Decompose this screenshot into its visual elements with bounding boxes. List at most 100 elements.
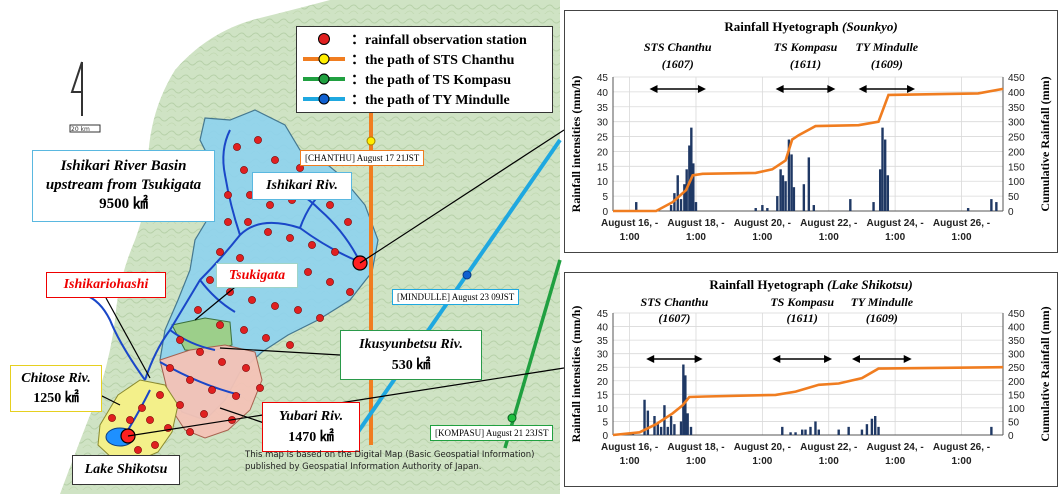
chanthu-path-icon [303,53,345,65]
station-dot [266,201,274,209]
sounkyo-rain-bar [669,205,673,211]
shikotsu-rain-bar [860,429,864,435]
sounkyo-rain-bar [878,169,882,211]
shikotsu-x-tick-label: August 20, - [734,442,791,453]
shikotsu-y2-tick-label: 350 [1008,336,1025,347]
yubari-label: Yubari Riv. 1470 ㎢ [262,402,360,452]
legend-label-kompasu: ：the path of TS Kompasu [351,73,512,88]
ishikari-riv-label: Ishikari Riv. [252,172,352,200]
station-dot [286,234,294,242]
shikotsu-rain-bar [684,375,687,435]
station-dot [166,364,174,372]
station-dot [294,306,302,314]
chitose-label: Chitose Riv. 1250 ㎢ [10,365,102,412]
station-dot [134,446,142,454]
shikotsu-event-arrowhead [772,355,781,363]
shikotsu-y-tick-label: 20 [597,377,609,388]
sounkyo-x-tick-sublabel: 1:00 [885,232,905,243]
mindulle-track-label: [MINDULLE] August 23 09JST [392,289,520,305]
shikotsu-x-tick-label: August 26, - [933,442,990,453]
shikotsu-rain-bar [666,426,669,435]
station-dot [194,306,202,314]
sounkyo-rain-bar [694,202,698,211]
sounkyo-y-tick-label: 25 [597,133,609,144]
sounkyo-rain-bar [792,187,796,211]
sounkyo-y-tick-label: 40 [597,88,609,99]
shikotsu-y-tick-label: 15 [597,390,609,401]
shikotsu-rain-bar [837,429,840,435]
basin-label-line2: upstream from Tsukigata [45,177,202,193]
sounkyo-event-code: (1611) [790,57,821,71]
station-dot [233,143,241,151]
shikotsu-event-name: TS Kompasu [770,295,834,309]
legend: ：rainfall observation station ：the path … [296,26,553,113]
shikotsu-rain-bar [646,410,650,435]
ikusyunbetsu-area: 530 ㎢ [391,358,431,373]
shikotsu-rain-bar [847,426,850,435]
sounkyo-x-tick-label: August 20, - [734,218,791,229]
shikotsu-y2-tick-label: 250 [1008,363,1025,374]
sounkyo-x-tick-label: August 22, - [800,218,857,229]
sounkyo-rain-bar [784,181,787,211]
shikotsu-event-arrowhead [824,355,833,363]
sounkyo-y-tick-label: 30 [597,118,609,129]
shikotsu-x-tick-sublabel: 1:00 [952,456,972,467]
chanthu-track-point [366,136,376,146]
sounkyo-event-arrowhead [775,85,784,93]
shikotsu-rain-bar [800,429,804,435]
kompasu-track-point [507,413,517,423]
ikusyunbetsu-name: Ikusyunbetsu Riv. [359,337,463,352]
sounkyo-event-arrowhead [697,85,706,93]
sounkyo-event-arrowhead [649,85,658,93]
shikotsu-x-tick-label: August 24, - [867,442,924,453]
shikotsu-event-arrowhead [851,355,860,363]
station-dot [264,228,272,236]
river-network [84,129,361,431]
yubari-area: 1470 ㎢ [288,430,334,445]
station-dot [308,241,316,249]
shikotsu-y2-tick-label: 300 [1008,350,1025,361]
sounkyo-rain-bar [676,175,679,211]
station-dot [326,201,334,209]
shikotsu-rain-bar [865,424,869,435]
sounkyo-event-arrowhead [858,85,867,93]
legend-item-kompasu: ：the path of TS Kompasu [303,69,511,89]
shikotsu-event-arrowhead [903,355,912,363]
station-dot [254,136,262,144]
station-dot [216,248,224,256]
shikotsu-x-tick-label: August 22, - [800,442,857,453]
shikotsu-rain-bar [656,424,660,435]
basin-label-line1: Ishikari River Basin [60,158,187,174]
legend-item-station: ：rainfall observation station [303,29,527,49]
shikotsu-event-code: (1611) [787,311,818,325]
shikotsu-cumulative-line [612,365,1004,437]
shikotsu-y2-tick-label: 50 [1008,417,1020,428]
station-dot [240,326,248,334]
yubari-name: Yubari Riv. [278,409,344,424]
station-dot [346,288,354,296]
shikotsu-event-code: (1607) [658,311,690,325]
station-dot [186,428,194,436]
shikotsu-event-arrowhead [646,355,655,363]
station-dot [271,302,279,310]
shikotsu-y2-tick-label: 150 [1008,390,1025,401]
shikotsu-x-tick-sublabel: 1:00 [752,456,772,467]
sounkyo-event-name: STS Chanthu [644,40,712,54]
sounkyo-y2-tick-label: 50 [1008,192,1020,203]
sounkyo-x-tick-label: August 26, - [933,218,990,229]
shikotsu-x-tick-sublabel: 1:00 [885,456,905,467]
sounkyo-rain-bar [886,175,890,211]
mindulle-track-point [462,270,472,280]
station-dot [108,414,116,422]
shikotsu-y-tick-label: 0 [602,431,608,442]
station-dot [331,248,339,256]
chitose-name: Chitose Riv. [21,371,91,386]
station-dot [242,364,250,372]
sounkyo-rain-bar [990,199,993,211]
shikotsu-y2-axis-title: Cumulative Rainfall (mm) [1038,306,1052,441]
station-dot [151,441,159,449]
mindulle-track [356,138,562,434]
map-credit-line2: published by Geospatial Information Auth… [245,462,482,472]
legend-label-mindulle: ：the path of TY Mindulle [351,93,510,108]
sounkyo-event-arrowhead [827,85,836,93]
